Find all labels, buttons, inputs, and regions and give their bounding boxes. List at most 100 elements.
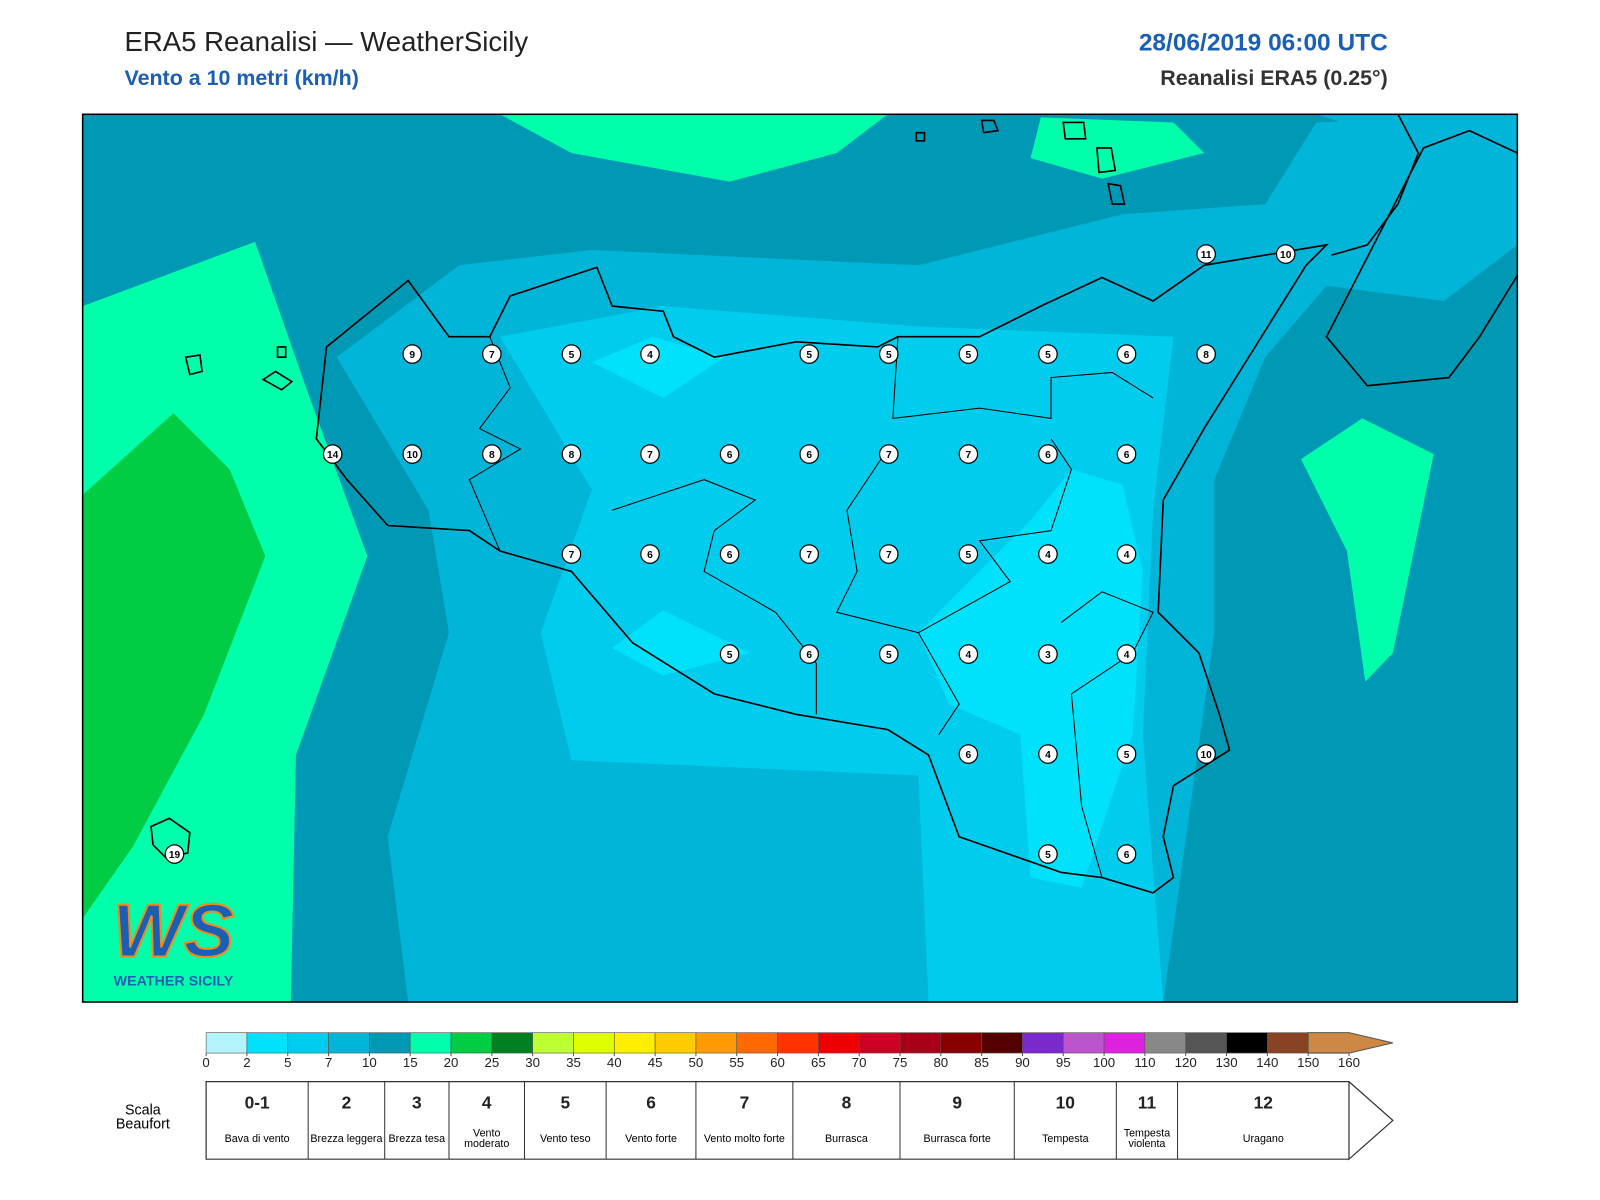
station-value: 10 xyxy=(1200,750,1212,761)
color-bin xyxy=(532,1032,574,1054)
tick-label: 45 xyxy=(648,1055,663,1070)
station-marker xyxy=(640,344,660,364)
map-frame xyxy=(81,113,1519,1003)
tick-label: 110 xyxy=(1134,1055,1155,1070)
tick-label: 10 xyxy=(362,1055,377,1070)
station-value: 8 xyxy=(569,450,575,461)
station-value: 19 xyxy=(169,850,181,861)
station-marker xyxy=(1038,744,1058,764)
tick-label: 35 xyxy=(566,1055,581,1070)
color-bin xyxy=(369,1032,411,1054)
beaufort-label: Tempesta violenta xyxy=(1123,1127,1171,1150)
zone xyxy=(612,610,750,676)
station-marker xyxy=(561,344,582,364)
tick-label: 0 xyxy=(202,1055,209,1070)
station-value: 9 xyxy=(409,350,415,361)
station-value: 4 xyxy=(1045,750,1051,761)
station-value: 5 xyxy=(886,350,892,361)
beaufort-label-box: Vento teso xyxy=(539,1132,591,1145)
station-marker xyxy=(1038,844,1058,864)
map-area: 11 10 9 7 5 4 5 5 5 5 6 8 14 10 8 8 7 6 6 7 7 6 6 7 6 6 7 7 5 4 4 5 6 5 4 3… xyxy=(82,114,1518,1003)
station-value: 6 xyxy=(1124,850,1130,861)
station-marker xyxy=(799,444,819,464)
station-value: 5 xyxy=(966,550,972,561)
tick-label: 75 xyxy=(893,1055,908,1070)
station-marker xyxy=(561,544,582,564)
color-bin xyxy=(1307,1032,1393,1054)
color-bin xyxy=(1062,1032,1105,1054)
station-value: 4 xyxy=(966,650,972,661)
color-bin xyxy=(899,1032,942,1054)
color-bin xyxy=(777,1032,819,1054)
tick-label: 50 xyxy=(689,1055,704,1070)
beaufort-label-box: Vento molto forte xyxy=(704,1133,785,1144)
tick-label: 40 xyxy=(607,1055,622,1070)
station-marker xyxy=(1116,344,1137,364)
tick-label: 150 xyxy=(1297,1055,1319,1070)
beaufort-label: Uragano xyxy=(1242,1132,1284,1145)
station-value: 6 xyxy=(966,750,972,761)
station-marker xyxy=(164,844,185,864)
station-value: 8 xyxy=(489,450,495,461)
color-bin xyxy=(940,1032,982,1054)
color-bin xyxy=(450,1032,493,1054)
station-marker xyxy=(561,444,582,464)
station-value: 5 xyxy=(1045,350,1051,361)
station-value: 4 xyxy=(647,350,653,361)
station-value: 6 xyxy=(647,550,653,561)
beaufort-label: Vento teso xyxy=(539,1132,591,1145)
station-marker xyxy=(640,544,660,564)
station-value: 6 xyxy=(1124,350,1130,361)
station-value: 5 xyxy=(806,350,812,361)
beaufort-label: Burrasca xyxy=(824,1132,868,1145)
beaufort-title-box: Scala Beaufort xyxy=(116,1102,170,1131)
beaufort-label: Tempesta xyxy=(1042,1132,1089,1145)
beaufort-force: 7 xyxy=(740,1093,750,1113)
beaufort-label-box: Brezza leggera xyxy=(310,1133,382,1144)
color-bin xyxy=(1226,1032,1268,1054)
color-bin xyxy=(695,1032,738,1054)
station-value: 5 xyxy=(1045,850,1051,861)
color-bin xyxy=(287,1032,329,1054)
beaufort-force: 11 xyxy=(1138,1093,1157,1113)
color-bin xyxy=(1267,1032,1309,1054)
station-value: 4 xyxy=(1045,550,1051,561)
station-value: 5 xyxy=(886,650,892,661)
station-marker xyxy=(402,444,423,464)
beaufort-label: Burrasca forte xyxy=(923,1132,991,1145)
beaufort-force: 0-1 xyxy=(245,1093,270,1113)
title: ERA5 Reanalisi — WeatherSicily xyxy=(124,26,528,57)
station-value: 5 xyxy=(569,350,575,361)
beaufort-label-box: Burrasca xyxy=(824,1132,868,1145)
color-bin xyxy=(328,1032,370,1054)
color-bin xyxy=(1185,1032,1227,1054)
station-marker xyxy=(322,444,343,464)
beaufort-label-box: Uragano xyxy=(1242,1132,1284,1145)
station-marker xyxy=(878,544,899,564)
color-bin xyxy=(654,1032,697,1054)
tick-label: 85 xyxy=(974,1055,989,1070)
station-value: 10 xyxy=(407,450,419,461)
tick-label: 30 xyxy=(525,1055,540,1070)
beaufort-label-box: Tempesta violenta xyxy=(1123,1127,1171,1150)
station-value: 7 xyxy=(569,550,575,561)
tick-label: 90 xyxy=(1015,1055,1030,1070)
beaufort-label: Bava di vento xyxy=(224,1132,290,1145)
color-bin xyxy=(1144,1032,1187,1054)
station-marker xyxy=(402,344,423,364)
logo-name: WEATHER SICILY xyxy=(114,973,234,989)
station-value: 6 xyxy=(727,550,733,561)
logo-mark: WS xyxy=(113,890,235,974)
station-marker xyxy=(799,644,819,664)
tick-label: 80 xyxy=(933,1055,948,1070)
tick-label: 20 xyxy=(444,1055,459,1070)
beaufort-label: Vento moderato xyxy=(464,1127,510,1150)
station-marker xyxy=(1116,744,1137,764)
station-value: 5 xyxy=(727,650,733,661)
station-marker xyxy=(1275,244,1296,264)
station-marker xyxy=(1038,544,1058,564)
beaufort-label-box: Vento forte xyxy=(625,1133,677,1144)
zone xyxy=(591,336,725,398)
zone xyxy=(500,306,1174,1003)
